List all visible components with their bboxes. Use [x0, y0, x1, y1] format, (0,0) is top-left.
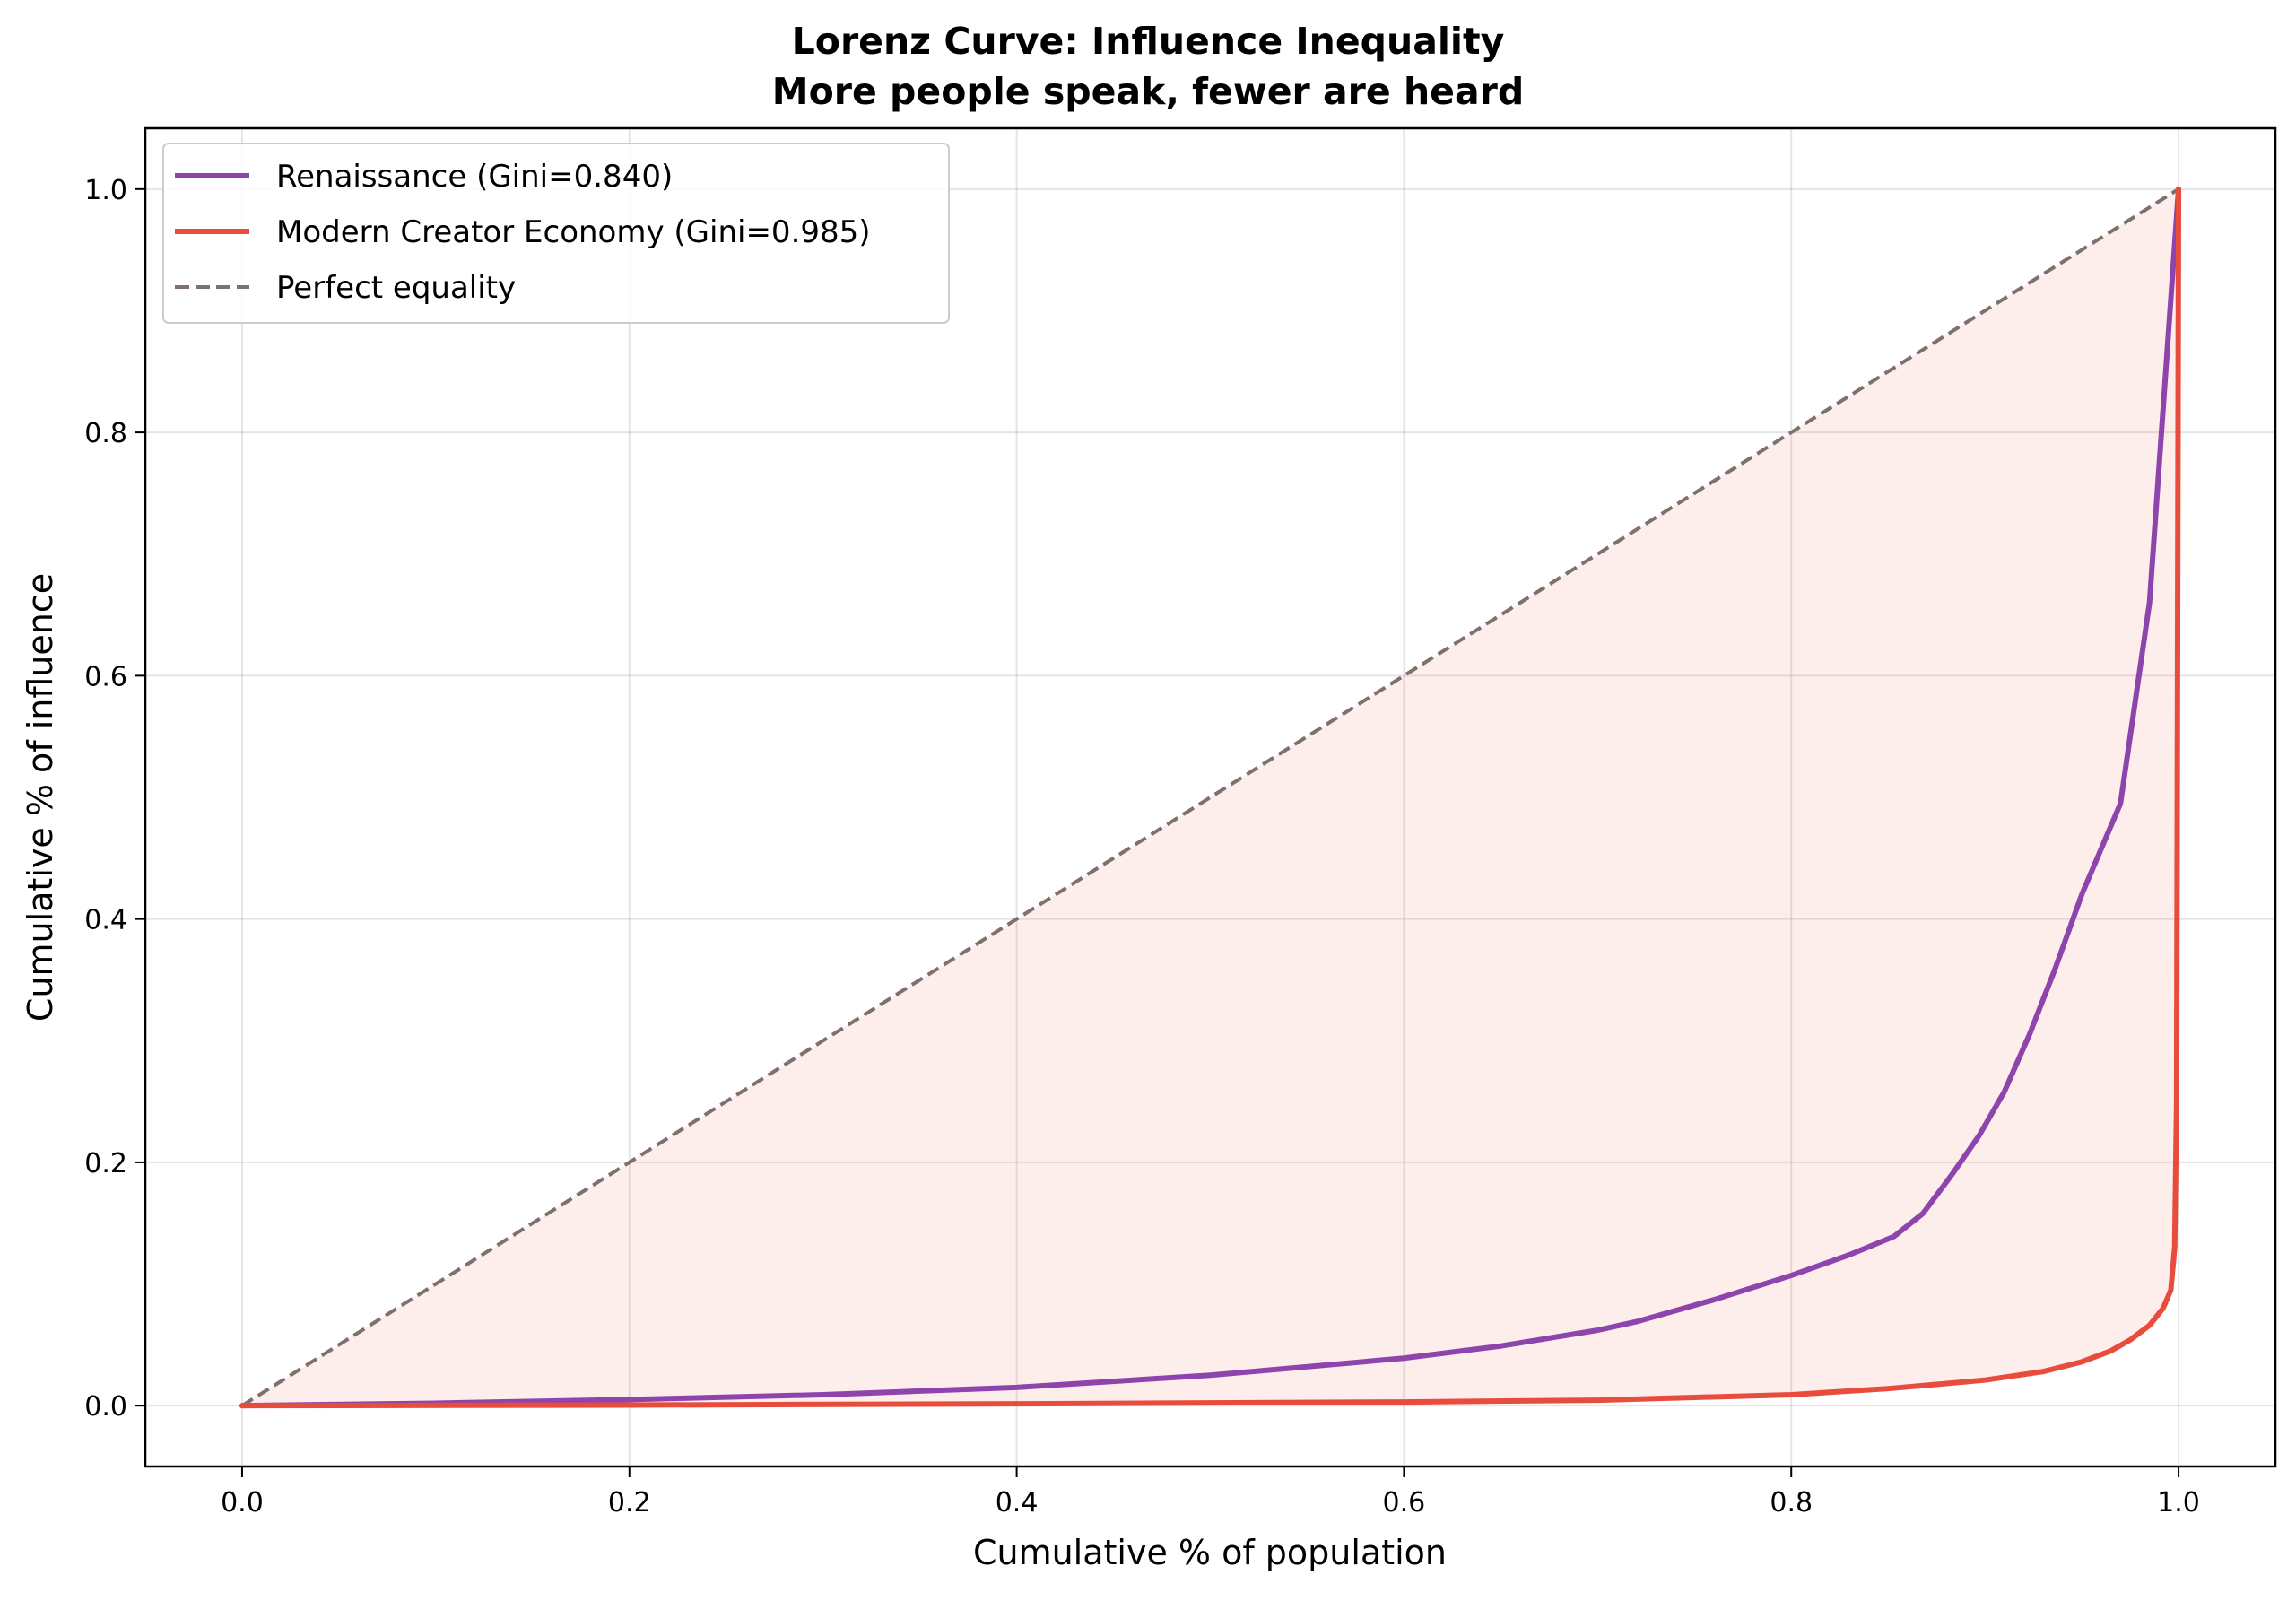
x-tick-label: 0.2 [608, 1487, 651, 1518]
y-axis-label: Cumulative % of influence [21, 573, 60, 1022]
series-line-1 [239, 186, 2182, 1409]
series-line-2 [240, 187, 2180, 1407]
chart-subtitle: More people speak, fewer are heard [772, 70, 1524, 113]
y-tick-label: 0.4 [84, 905, 127, 936]
y-tick-label: 0.2 [84, 1148, 127, 1179]
x-tick-label: 0.0 [221, 1487, 264, 1518]
legend-box [162, 143, 950, 324]
y-tick-label: 0.8 [84, 418, 127, 449]
x-tick-label: 0.6 [1383, 1487, 1426, 1518]
legend-label-renaissance: Renaissance (Gini=0.840) [276, 159, 673, 195]
y-tick-label: 0.0 [84, 1391, 127, 1423]
plot-frame [144, 126, 2277, 1468]
series-line-0 [239, 186, 2182, 1409]
legend-label-equality: Perfect equality [276, 270, 516, 306]
x-tick-label: 0.4 [996, 1487, 1039, 1518]
x-tick-label: 0.8 [1770, 1487, 1813, 1518]
chart-title: Lorenz Curve: Influence Inequality [792, 20, 1505, 63]
legend-label-modern: Modern Creator Economy (Gini=0.985) [276, 214, 871, 250]
axis-ticks: 0.0 0.2 0.4 0.6 0.8 1.0 0.0 0.2 0.4 0.6 0.8 1.0 [84, 175, 2200, 1518]
x-tick-label: 1.0 [2157, 1487, 2200, 1518]
series-lines [239, 186, 2182, 1409]
y-tick-label: 0.6 [84, 661, 127, 692]
x-axis-label: Cumulative % of population [973, 1533, 1447, 1572]
legend: Renaissance (Gini=0.840) Modern Creator … [162, 143, 950, 324]
y-tick-label: 1.0 [84, 175, 127, 206]
